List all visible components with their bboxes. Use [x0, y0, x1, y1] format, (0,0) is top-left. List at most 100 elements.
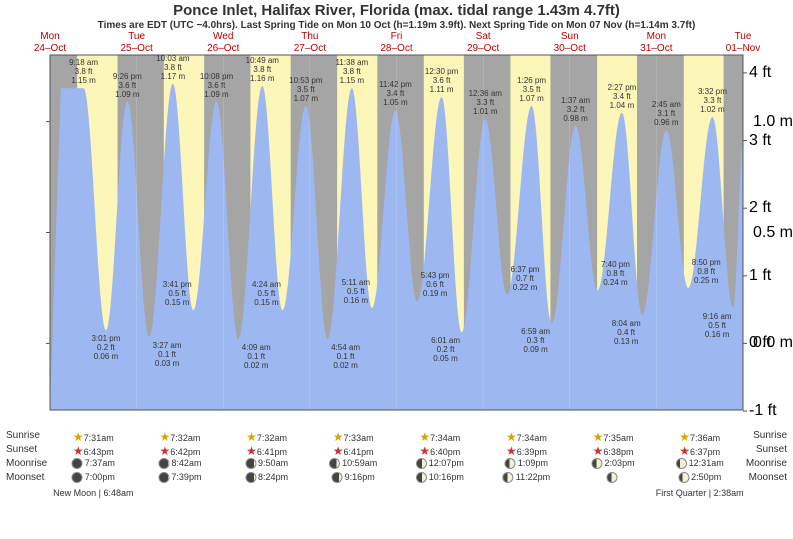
moonrise-row-label-right: Moonrise	[746, 458, 787, 469]
tide-extreme-label: 10:49 am3.8 ft1.16 m	[246, 56, 279, 83]
tide-extreme-label: 3:01 pm0.2 ft0.06 m	[91, 334, 120, 361]
sun-icon: ★	[593, 444, 604, 458]
tide-extreme-label: 10:08 pm3.6 ft1.09 m	[200, 72, 233, 99]
sunset-cell: ★6:39pm	[506, 444, 547, 458]
y-right-tick: 2 ft	[749, 199, 771, 217]
sunset-cell: ★6:41pm	[333, 444, 374, 458]
tide-extreme-label: 4:24 am0.5 ft0.15 m	[252, 280, 281, 307]
y-left-tick: 1.0 m	[749, 113, 793, 131]
tide-extreme-label: 8:04 am0.4 ft0.13 m	[612, 319, 641, 346]
tide-extreme-label: 12:36 am3.3 ft1.01 m	[469, 89, 502, 116]
moonrise-cell: 12:07pm	[416, 458, 464, 469]
first-quarter-note: First Quarter | 2:38am	[656, 488, 744, 498]
sun-icon: ★	[160, 430, 171, 444]
y-right-tick: 3 ft	[749, 132, 771, 150]
y-right-tick: 4 ft	[749, 64, 771, 82]
moon-icon	[592, 458, 603, 469]
moonset-row-label: Moonset	[6, 472, 44, 483]
sun-icon: ★	[333, 444, 344, 458]
tide-extreme-label: 3:32 pm3.3 ft1.02 m	[698, 87, 727, 114]
moon-icon	[158, 472, 169, 483]
sunrise-cell: ★7:34am	[506, 430, 547, 444]
new-moon-note: New Moon | 6:48am	[53, 488, 133, 498]
date-header: Fri28–Oct	[372, 31, 422, 55]
y-right-tick: 1 ft	[749, 267, 771, 285]
moonset-cell: 10:16pm	[416, 472, 464, 483]
moonset-cell: 7:00pm	[72, 472, 115, 483]
sunrise-row-label-right: Sunrise	[753, 430, 787, 441]
y-left-tick: 0.5 m	[749, 224, 793, 242]
tide-extreme-label: 2:27 pm3.4 ft1.04 m	[607, 83, 636, 110]
date-header: Tue25–Oct	[112, 31, 162, 55]
sunrise-cell: ★7:34am	[419, 430, 460, 444]
tide-extreme-label: 10:03 am3.8 ft1.17 m	[156, 54, 189, 81]
moonset-cell: 8:24pm	[245, 472, 288, 483]
y-right-tick: 0 ft	[749, 334, 771, 352]
sun-icon: ★	[73, 444, 84, 458]
moonset-row-label-right: Moonset	[749, 472, 787, 483]
tide-extreme-label: 1:37 am3.2 ft0.98 m	[561, 96, 590, 123]
sunrise-row-label: Sunrise	[6, 430, 40, 441]
sun-icon: ★	[333, 430, 344, 444]
moonrise-cell: 10:59am	[329, 458, 377, 469]
date-header: Sun30–Oct	[545, 31, 595, 55]
sunrise-cell: ★7:35am	[593, 430, 634, 444]
sun-icon: ★	[679, 430, 690, 444]
moonrise-row-label: Moonrise	[6, 458, 47, 469]
tide-extreme-label: 2:45 am3.1 ft0.96 m	[652, 100, 681, 127]
moon-icon	[329, 458, 340, 469]
moon-icon	[416, 472, 427, 483]
date-header: Tue01–Nov	[718, 31, 768, 55]
sunset-cell: ★6:43pm	[73, 444, 114, 458]
tide-extreme-label: 4:09 am0.1 ft0.02 m	[242, 343, 271, 370]
moonrise-cell: 12:31am	[676, 458, 724, 469]
moonset-cell: 2:50pm	[678, 472, 721, 483]
sunrise-cell: ★7:31am	[73, 430, 114, 444]
sunset-row-label: Sunset	[6, 444, 37, 455]
tide-extreme-label: 7:40 pm0.8 ft0.24 m	[601, 260, 630, 287]
sun-icon: ★	[506, 430, 517, 444]
tide-extreme-label: 11:42 pm3.4 ft1.05 m	[379, 80, 412, 107]
sunset-cell: ★6:38pm	[593, 444, 634, 458]
moonrise-cell: 8:42am	[158, 458, 201, 469]
sun-icon: ★	[419, 430, 430, 444]
moonset-cell: 9:16pm	[332, 472, 375, 483]
tide-extreme-label: 5:11 am0.5 ft0.16 m	[342, 278, 370, 305]
moon-icon	[72, 472, 83, 483]
tide-extreme-label: 9:26 pm3.6 ft1.09 m	[113, 72, 142, 99]
sun-icon: ★	[73, 430, 84, 444]
date-header: Mon24–Oct	[25, 31, 75, 55]
moon-icon	[676, 458, 687, 469]
sunset-cell: ★6:40pm	[419, 444, 460, 458]
sun-icon: ★	[246, 444, 257, 458]
tide-extreme-label: 3:27 am0.1 ft0.03 m	[153, 341, 182, 368]
sunrise-cell: ★7:32am	[160, 430, 201, 444]
sunset-cell: ★6:42pm	[160, 444, 201, 458]
moon-icon	[678, 472, 689, 483]
sunset-row-label-right: Sunset	[756, 444, 787, 455]
moonset-cell: 11:22pm	[503, 472, 550, 483]
moon-icon	[416, 458, 427, 469]
tide-extreme-label: 1:26 pm3.5 ft1.07 m	[517, 76, 546, 103]
tide-extreme-label: 6:37 pm0.7 ft0.22 m	[511, 265, 540, 292]
moon-icon	[158, 458, 169, 469]
date-header: Sat29–Oct	[458, 31, 508, 55]
tide-extreme-label: 3:41 pm0.5 ft0.15 m	[163, 280, 192, 307]
tide-extreme-label: 10:53 pm3.5 ft1.07 m	[289, 76, 322, 103]
sunrise-cell: ★7:33am	[333, 430, 374, 444]
moon-icon	[245, 472, 256, 483]
date-header: Thu27–Oct	[285, 31, 335, 55]
tide-extreme-label: 6:01 am0.2 ft0.05 m	[431, 336, 460, 363]
sunset-cell: ★6:41pm	[246, 444, 287, 458]
tide-extreme-label: 9:18 am3.8 ft1.15 m	[69, 58, 98, 85]
moonset-cell: 7:39pm	[158, 472, 201, 483]
tide-extreme-label: 9:16 am0.5 ft0.16 m	[703, 312, 732, 339]
moon-icon	[72, 458, 83, 469]
moonrise-cell: 1:09pm	[505, 458, 548, 469]
tide-extreme-label: 6:59 am0.3 ft0.09 m	[521, 327, 550, 354]
y-right-tick: -1 ft	[749, 402, 777, 420]
moon-icon	[607, 472, 618, 483]
moonrise-cell: 2:03pm	[592, 458, 635, 469]
sun-icon: ★	[506, 444, 517, 458]
tide-extreme-label: 5:43 pm0.6 ft0.19 m	[421, 271, 450, 298]
